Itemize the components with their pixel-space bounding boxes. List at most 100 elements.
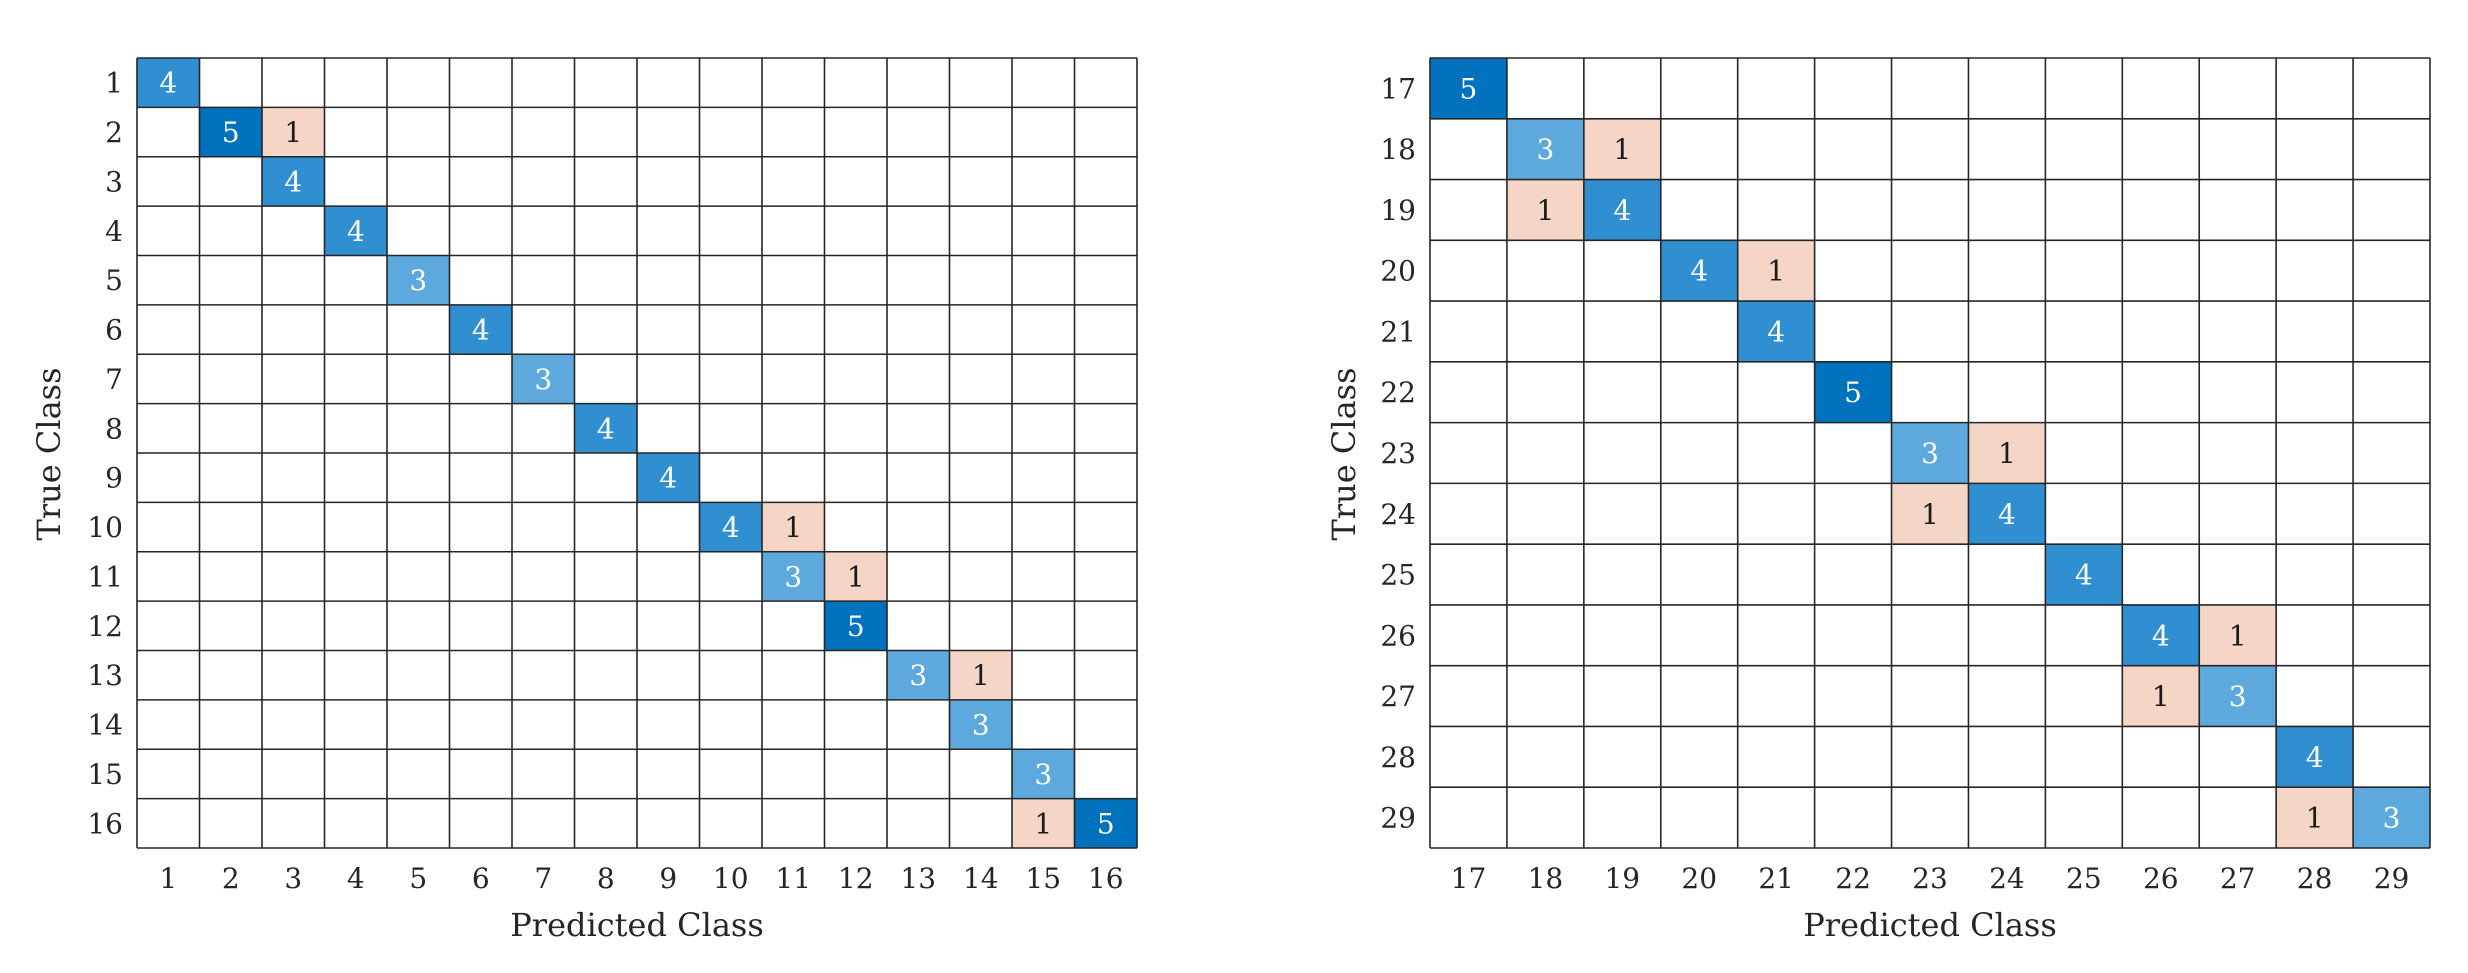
x-tick-label-27: 27 [2220, 862, 2256, 895]
cell-true-27-pred-27 [2199, 665, 2277, 727]
x-tick-label-5: 5 [409, 862, 427, 895]
cell-value-true-15-pred-15: 3 [1034, 758, 1052, 791]
cell-true-11-pred-12 [824, 551, 887, 602]
y-tick-label-19: 19 [1380, 194, 1416, 227]
x-tick-label-11: 11 [775, 862, 811, 895]
cell-value-true-11-pred-11: 3 [784, 560, 802, 593]
cell-value-true-13-pred-14: 1 [972, 659, 990, 692]
confusion-matrix-right: True Class Predicted Class 5 3 1 1 4 4 1 4 5 3 1 1 4… [1325, 57, 2431, 944]
y-tick-label-3: 3 [105, 165, 123, 198]
cell-value-true-28-pred-28: 4 [2306, 741, 2324, 774]
y-tick-label-4: 4 [105, 215, 123, 248]
x-tick-label-23: 23 [1912, 862, 1948, 895]
cell-value-true-14-pred-14: 3 [972, 709, 990, 742]
x-tick-label-7: 7 [534, 862, 552, 895]
cell-value-true-26-pred-26: 4 [2152, 619, 2170, 652]
y-tick-label-15: 15 [87, 758, 123, 791]
cell-value-true-23-pred-23: 3 [1921, 437, 1939, 470]
cell-value-true-6-pred-6: 4 [472, 314, 490, 347]
cell-true-26-pred-26 [2122, 604, 2200, 666]
cell-value-true-18-pred-18: 3 [1536, 133, 1554, 166]
cell-true-2-pred-3 [262, 107, 325, 157]
cell-true-1-pred-1 [137, 58, 200, 108]
x-tick-label-4: 4 [347, 862, 365, 895]
cell-true-6-pred-6 [449, 304, 512, 355]
y-tick-label-8: 8 [105, 412, 123, 445]
cell-true-18-pred-18 [1506, 118, 1584, 180]
y-tick-label-21: 21 [1380, 315, 1416, 348]
y-tick-label-9: 9 [105, 462, 123, 495]
cell-true-3-pred-3 [262, 156, 325, 207]
cell-value-true-16-pred-15: 1 [1034, 807, 1052, 840]
cell-value-true-5-pred-5: 3 [409, 264, 427, 297]
y-tick-label-11: 11 [87, 560, 123, 593]
cell-value-true-27-pred-26: 1 [2152, 680, 2170, 713]
cell-value-true-8-pred-8: 4 [597, 412, 615, 445]
cell-value-true-12-pred-12: 5 [847, 610, 865, 643]
cell-true-16-pred-15 [1012, 798, 1075, 848]
y-axis-label-left: True Class [30, 368, 68, 541]
y-tick-label-23: 23 [1380, 437, 1416, 470]
x-tick-label-24: 24 [1989, 862, 2025, 895]
cell-value-true-20-pred-20: 4 [1690, 255, 1708, 288]
cell-true-13-pred-13 [887, 650, 950, 700]
cell-value-true-23-pred-24: 1 [1998, 437, 2016, 470]
cell-true-5-pred-5 [387, 255, 450, 305]
cell-true-19-pred-19 [1583, 179, 1661, 241]
cell-true-2-pred-2 [199, 107, 262, 157]
y-tick-label-13: 13 [87, 659, 123, 692]
cell-true-15-pred-15 [1012, 749, 1075, 799]
y-tick-label-20: 20 [1380, 255, 1416, 288]
cell-true-20-pred-21 [1737, 240, 1815, 302]
y-tick-label-17: 17 [1380, 72, 1416, 105]
cell-true-17-pred-17 [1430, 58, 1507, 119]
cell-true-24-pred-23 [1891, 483, 1969, 545]
cell-true-25-pred-25 [2045, 544, 2123, 605]
cell-true-10-pred-11 [762, 502, 825, 552]
x-tick-label-1: 1 [159, 862, 177, 895]
y-tick-label-2: 2 [105, 116, 123, 149]
cell-true-29-pred-29 [2353, 787, 2430, 848]
cell-value-true-19-pred-18: 1 [1536, 194, 1554, 227]
cell-value-true-3-pred-3: 4 [284, 165, 302, 198]
x-tick-label-19: 19 [1604, 862, 1640, 895]
cell-true-23-pred-24 [1968, 422, 2046, 484]
cell-value-true-10-pred-10: 4 [722, 511, 740, 544]
cell-true-9-pred-9 [637, 453, 700, 503]
cell-value-true-17-pred-17: 5 [1460, 72, 1478, 105]
cell-true-20-pred-20 [1660, 240, 1738, 302]
cell-value-true-1-pred-1: 4 [159, 67, 177, 100]
cell-true-4-pred-4 [324, 206, 387, 256]
cell-true-11-pred-11 [762, 551, 825, 602]
y-tick-label-27: 27 [1380, 680, 1416, 713]
y-tick-label-6: 6 [105, 314, 123, 347]
cell-true-22-pred-22 [1814, 361, 1892, 423]
cell-true-13-pred-14 [949, 650, 1012, 700]
cell-value-true-19-pred-19: 4 [1613, 194, 1631, 227]
cell-true-21-pred-21 [1737, 301, 1815, 362]
x-tick-label-6: 6 [472, 862, 490, 895]
x-tick-label-15: 15 [1025, 862, 1061, 895]
cell-value-true-24-pred-24: 4 [1998, 498, 2016, 531]
cell-value-true-13-pred-13: 3 [909, 659, 927, 692]
x-tick-label-8: 8 [597, 862, 615, 895]
cell-true-23-pred-23 [1891, 422, 1969, 484]
cell-true-14-pred-14 [949, 699, 1012, 750]
cell-true-28-pred-28 [2276, 726, 2354, 788]
cell-value-true-29-pred-29: 3 [2383, 802, 2401, 835]
cell-value-true-7-pred-7: 3 [534, 363, 552, 396]
y-tick-label-14: 14 [87, 709, 123, 742]
y-tick-label-25: 25 [1380, 559, 1416, 592]
y-tick-label-5: 5 [105, 264, 123, 297]
cell-value-true-21-pred-21: 4 [1767, 315, 1785, 348]
cell-value-true-9-pred-9: 4 [659, 462, 677, 495]
y-tick-label-22: 22 [1380, 376, 1416, 409]
cell-true-7-pred-7 [512, 354, 575, 404]
cell-true-10-pred-10 [699, 502, 762, 552]
cell-value-true-27-pred-27: 3 [2229, 680, 2247, 713]
y-tick-label-18: 18 [1380, 133, 1416, 166]
x-tick-label-18: 18 [1528, 862, 1564, 895]
cell-value-true-4-pred-4: 4 [347, 215, 365, 248]
cell-value-true-2-pred-3: 1 [284, 116, 302, 149]
cell-true-24-pred-24 [1968, 483, 2046, 545]
